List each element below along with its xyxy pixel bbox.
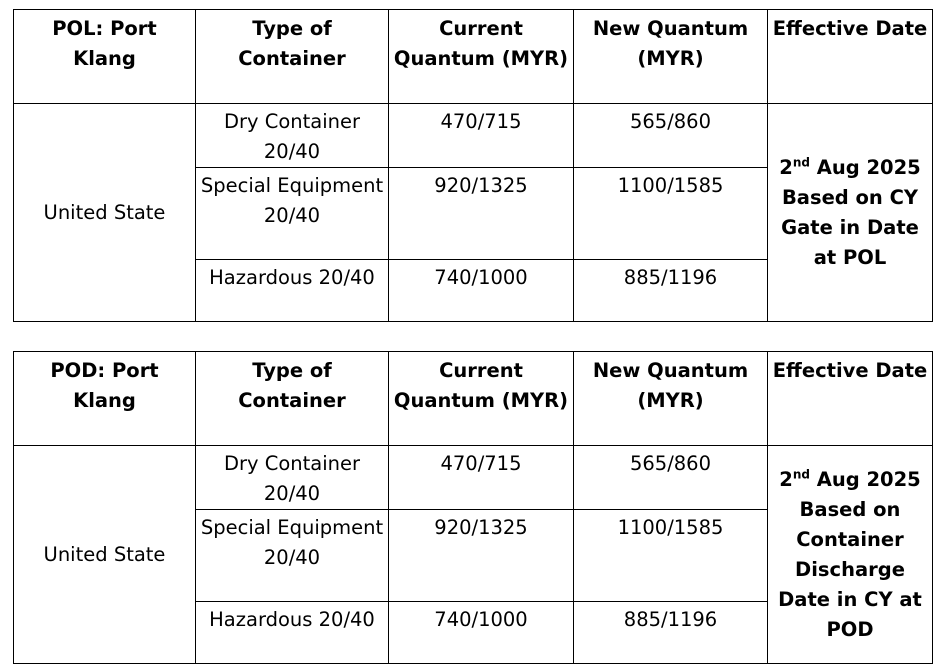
header-new-quantum: New Quantum (MYR) [573, 351, 768, 446]
pod-rate-table: POD: Port Klang Type of Container Curren… [13, 351, 933, 664]
header-port: POD: Port Klang [13, 351, 196, 446]
effective-text: Aug 2025 Based on Container Discharge Da… [778, 467, 922, 641]
effective-date-cell: 2nd Aug 2025 Based on Container Discharg… [767, 445, 933, 664]
header-current-quantum: Current Quantum (MYR) [388, 351, 574, 446]
container-type-cell: Special Equipment 20/40 [195, 509, 389, 602]
effective-day: 2 [779, 155, 793, 179]
current-quantum-cell: 920/1325 [388, 509, 574, 602]
effective-text: Aug 2025 Based on CY Gate in Date at POL [781, 155, 921, 269]
container-type-cell: Hazardous 20/40 [195, 601, 389, 664]
current-quantum-cell: 740/1000 [388, 601, 574, 664]
container-type-cell: Hazardous 20/40 [195, 259, 389, 322]
header-container-type: Type of Container [195, 351, 389, 446]
effective-ordinal: nd [792, 155, 810, 169]
header-new-quantum: New Quantum (MYR) [573, 9, 768, 104]
effective-day: 2 [779, 467, 793, 491]
table-row: United State Dry Container 20/40 470/715… [13, 103, 933, 322]
destination-cell: United State [13, 103, 196, 322]
new-quantum-cell: 1100/1585 [573, 509, 768, 602]
container-type-cell: Dry Container 20/40 [195, 103, 389, 168]
new-quantum-cell: 885/1196 [573, 259, 768, 322]
container-type-cell: Special Equipment 20/40 [195, 167, 389, 260]
table-row: Special Equipment 20/40 920/1325 1100/15… [14, 509, 933, 602]
current-quantum-cell: 920/1325 [388, 167, 574, 260]
header-effective-date: Effective Date [767, 351, 933, 446]
header-current-quantum: Current Quantum (MYR) [388, 9, 574, 104]
table-row: Hazardous 20/40 740/1000 885/1196 [14, 259, 933, 322]
new-quantum-cell: 1100/1585 [573, 167, 768, 260]
new-quantum-cell: 565/860 [573, 103, 768, 168]
current-quantum-cell: 740/1000 [388, 259, 574, 322]
container-type-cell: Dry Container 20/40 [195, 445, 389, 510]
header-port: POL: Port Klang [13, 9, 196, 104]
new-quantum-cell: 885/1196 [573, 601, 768, 664]
new-quantum-cell: 565/860 [573, 445, 768, 510]
table-row: Special Equipment 20/40 920/1325 1100/15… [14, 167, 933, 260]
effective-ordinal: nd [792, 467, 810, 481]
table-row: Hazardous 20/40 740/1000 885/1196 [14, 601, 933, 664]
header-effective-date: Effective Date [767, 9, 933, 104]
effective-date-cell: 2nd Aug 2025 Based on CY Gate in Date at… [767, 103, 933, 322]
header-container-type: Type of Container [195, 9, 389, 104]
pol-rate-table: POL: Port Klang Type of Container Curren… [13, 9, 933, 322]
table-header-row: POD: Port Klang Type of Container Curren… [13, 351, 933, 446]
table-row: United State Dry Container 20/40 470/715… [13, 445, 933, 664]
destination-cell: United State [13, 445, 196, 664]
current-quantum-cell: 470/715 [388, 103, 574, 168]
table-header-row: POL: Port Klang Type of Container Curren… [13, 9, 933, 104]
current-quantum-cell: 470/715 [388, 445, 574, 510]
